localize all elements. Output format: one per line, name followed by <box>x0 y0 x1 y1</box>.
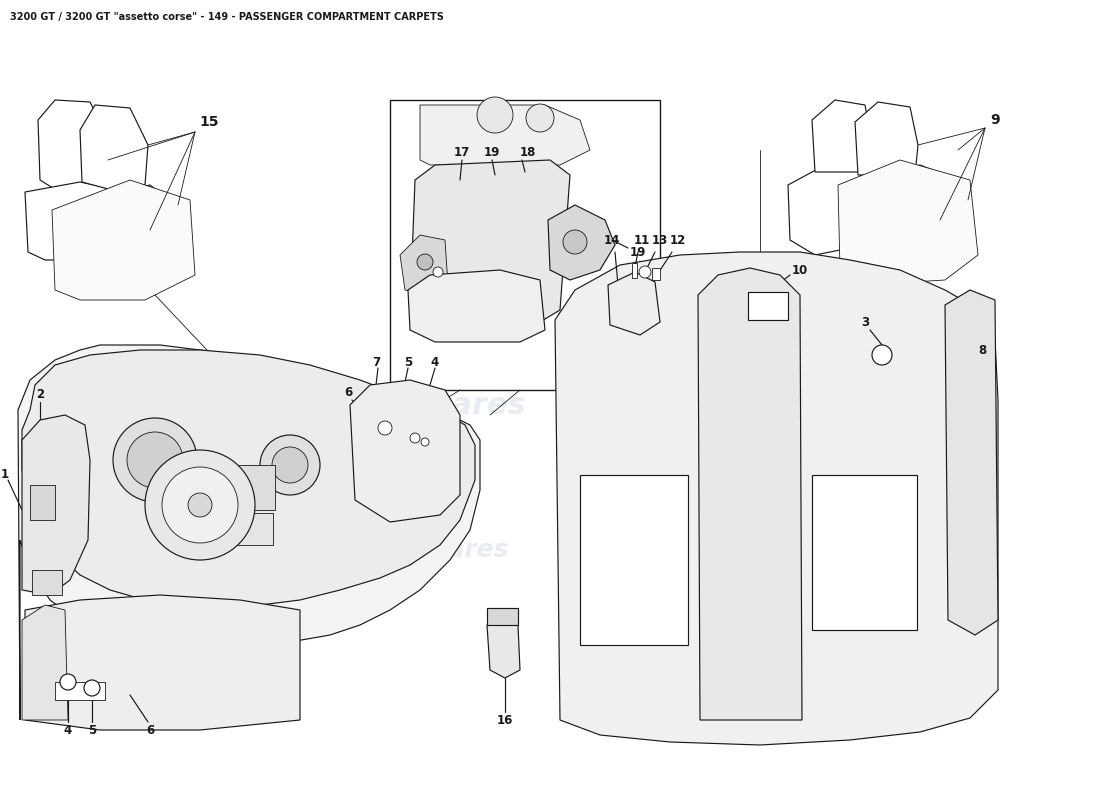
Polygon shape <box>39 100 110 205</box>
Polygon shape <box>487 608 518 625</box>
Polygon shape <box>945 290 998 635</box>
Circle shape <box>188 493 212 517</box>
Text: 8: 8 <box>978 343 986 357</box>
Bar <box>632 263 637 278</box>
Ellipse shape <box>456 154 527 174</box>
Text: eurospares: eurospares <box>333 390 527 419</box>
Polygon shape <box>698 268 802 720</box>
Bar <box>390 100 660 390</box>
Circle shape <box>84 680 100 696</box>
Circle shape <box>260 435 320 495</box>
Text: 16: 16 <box>497 714 514 726</box>
Bar <box>748 292 788 320</box>
Bar <box>55 682 104 700</box>
Text: autospares: autospares <box>180 540 320 560</box>
Text: 6: 6 <box>146 723 154 737</box>
Polygon shape <box>22 605 68 720</box>
Polygon shape <box>855 102 918 175</box>
Bar <box>30 485 55 520</box>
Polygon shape <box>25 595 300 730</box>
Circle shape <box>421 438 429 446</box>
Circle shape <box>433 267 443 277</box>
Polygon shape <box>52 180 195 300</box>
Polygon shape <box>838 160 978 285</box>
Circle shape <box>113 418 197 502</box>
Polygon shape <box>80 105 148 190</box>
Text: autospares: autospares <box>74 390 266 419</box>
Text: 10: 10 <box>792 263 808 277</box>
Polygon shape <box>556 252 998 745</box>
Polygon shape <box>22 350 475 607</box>
Polygon shape <box>487 622 520 678</box>
Text: 15: 15 <box>199 115 219 129</box>
Circle shape <box>639 266 651 278</box>
Text: 7: 7 <box>372 355 381 369</box>
Circle shape <box>378 421 392 435</box>
Text: 13: 13 <box>652 234 668 246</box>
Polygon shape <box>862 165 965 270</box>
Text: 2: 2 <box>36 389 44 402</box>
Circle shape <box>145 450 255 560</box>
Polygon shape <box>548 205 615 280</box>
Ellipse shape <box>451 299 526 321</box>
Polygon shape <box>408 270 544 342</box>
Polygon shape <box>608 272 660 335</box>
Polygon shape <box>400 235 448 295</box>
Bar <box>652 268 660 280</box>
Circle shape <box>477 97 513 133</box>
Circle shape <box>526 104 554 132</box>
Polygon shape <box>420 105 590 165</box>
Circle shape <box>410 433 420 443</box>
Polygon shape <box>25 182 122 260</box>
Text: 12: 12 <box>670 234 686 246</box>
Circle shape <box>272 447 308 483</box>
Bar <box>218 513 273 545</box>
Text: 19: 19 <box>484 146 500 158</box>
Polygon shape <box>812 100 872 172</box>
Text: 6: 6 <box>344 386 352 398</box>
Bar <box>812 475 917 630</box>
Text: 14: 14 <box>604 234 620 246</box>
Polygon shape <box>22 415 90 595</box>
Polygon shape <box>788 165 865 255</box>
Text: 3: 3 <box>861 315 869 329</box>
Text: 17: 17 <box>454 146 470 158</box>
Text: 11: 11 <box>634 234 650 246</box>
Text: 4: 4 <box>64 723 73 737</box>
Text: autospares: autospares <box>351 538 509 562</box>
Text: 9: 9 <box>990 113 1000 127</box>
Polygon shape <box>85 185 178 285</box>
Bar <box>214 465 275 510</box>
Polygon shape <box>18 345 480 720</box>
Circle shape <box>563 230 587 254</box>
Text: 3200 GT / 3200 GT "assetto corse" - 149 - PASSENGER COMPARTMENT CARPETS: 3200 GT / 3200 GT "assetto corse" - 149 … <box>10 12 444 22</box>
Circle shape <box>872 345 892 365</box>
Bar <box>580 475 688 645</box>
Circle shape <box>162 467 238 543</box>
Bar <box>32 570 62 595</box>
Circle shape <box>60 674 76 690</box>
Text: 4: 4 <box>431 355 439 369</box>
Text: 5: 5 <box>404 355 412 369</box>
Polygon shape <box>410 160 570 322</box>
Circle shape <box>126 432 183 488</box>
Text: 18: 18 <box>520 146 536 158</box>
Text: eurospares: eurospares <box>683 390 877 419</box>
Polygon shape <box>350 380 460 522</box>
Circle shape <box>417 254 433 270</box>
Text: 19: 19 <box>630 246 646 258</box>
Text: 1: 1 <box>1 469 9 482</box>
Text: 5: 5 <box>88 723 96 737</box>
